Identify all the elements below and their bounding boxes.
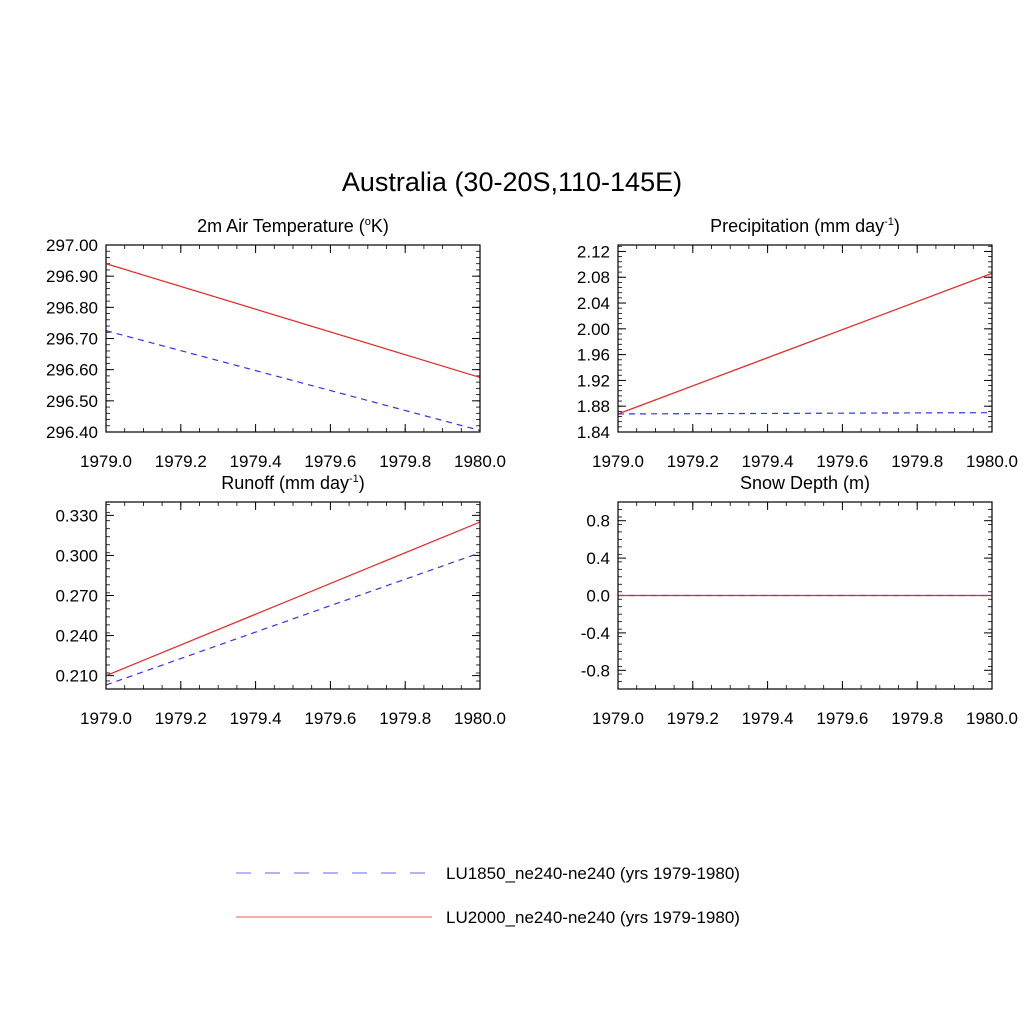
figure-title: Australia (30-20S,110-145E) — [342, 167, 682, 197]
x-tick-label: 1979.6 — [816, 709, 868, 728]
panel-1: 2m Air Temperature (oK) 297.00 296.90 296.8… — [46, 216, 506, 471]
panel-title-superscript: o — [365, 216, 371, 228]
panel-title: 2m Air Temperature (oK) — [197, 216, 389, 236]
series-line-lu1850-ne240-ne240-yrs-1979-1980 — [618, 412, 992, 415]
x-tick-label: 1979.6 — [304, 452, 356, 471]
x-tick-label: 1979.2 — [667, 452, 719, 471]
x-tick-label: 1980.0 — [966, 452, 1018, 471]
y-tick-label: 2.08 — [577, 268, 610, 287]
plot-frame — [617, 501, 993, 690]
y-tick-label: 0.8 — [586, 512, 610, 531]
panel-title-end: ) — [359, 473, 365, 493]
y-tick-label: 0.300 — [55, 546, 98, 565]
x-tick-label: 1979.8 — [891, 452, 943, 471]
x-tick-label: 1979.2 — [155, 709, 207, 728]
plot-frame — [105, 501, 481, 690]
panel-title-end: ) — [894, 216, 900, 236]
panel-title: Runoff (mm day-1) — [221, 473, 365, 493]
y-tick-label: 296.90 — [46, 267, 98, 286]
x-tick-label: 1979.0 — [80, 709, 132, 728]
series-line-lu1850-ne240-ne240-yrs-1979-1980 — [106, 552, 480, 686]
panel-2: Precipitation (mm day-1) 2.12 2.08 2.04 2.00… — [577, 216, 1018, 471]
x-tick-label: 1979.4 — [742, 709, 794, 728]
x-tick-label: 1979.2 — [155, 452, 207, 471]
panel-title-main: Snow Depth (m) — [740, 473, 870, 493]
y-tick-label: 296.40 — [46, 423, 98, 442]
plot-frame — [617, 244, 993, 433]
x-tick-label: 1979.4 — [230, 452, 282, 471]
panel-title-superscript: -1 — [349, 473, 359, 485]
y-tick-label: 2.12 — [577, 242, 610, 261]
y-tick-label: 1.84 — [577, 423, 610, 442]
x-tick-label: 1979.0 — [80, 452, 132, 471]
y-tick-label: 0.330 — [55, 506, 98, 525]
x-tick-label: 1979.8 — [379, 709, 431, 728]
x-tick-label: 1979.0 — [592, 709, 644, 728]
panel-3: Runoff (mm day-1) 0.330 0.300 0.270 0.240 0.2… — [55, 473, 506, 728]
x-tick-label: 1979.2 — [667, 709, 719, 728]
y-tick-label: 0.4 — [586, 549, 610, 568]
legend-label-lu2000: LU2000_ne240-ne240 (yrs 1979-1980) — [446, 908, 740, 927]
y-tick-label: 2.00 — [577, 320, 610, 339]
y-tick-label: 296.50 — [46, 392, 98, 411]
panel-title-end: K) — [371, 216, 389, 236]
y-tick-label: -0.8 — [581, 661, 610, 680]
series-line-lu2000-ne240-ne240-yrs-1979-1980 — [106, 521, 480, 677]
y-tick-label: 0.270 — [55, 587, 98, 606]
x-tick-label: 1980.0 — [454, 709, 506, 728]
x-tick-label: 1980.0 — [454, 452, 506, 471]
x-tick-label: 1979.8 — [891, 709, 943, 728]
panel-title-main: Runoff (mm day — [221, 473, 349, 493]
series-line-lu2000-ne240-ne240-yrs-1979-1980 — [106, 263, 480, 379]
series-line-lu1850-ne240-ne240-yrs-1979-1980 — [106, 330, 480, 432]
y-tick-label: 296.70 — [46, 330, 98, 349]
y-tick-label: 1.92 — [577, 371, 610, 390]
x-tick-label: 1979.8 — [379, 452, 431, 471]
panel-title: Snow Depth (m) — [740, 473, 870, 493]
series-line-lu2000-ne240-ne240-yrs-1979-1980 — [618, 272, 992, 415]
panel-title-main: Precipitation (mm day — [710, 216, 884, 236]
y-tick-label: 296.60 — [46, 361, 98, 380]
x-tick-label: 1979.6 — [816, 452, 868, 471]
y-tick-label: 297.00 — [46, 236, 98, 255]
x-tick-label: 1979.4 — [230, 709, 282, 728]
panels: 2m Air Temperature (oK) 297.00 296.90 296.8… — [46, 216, 1018, 728]
y-tick-label: 296.80 — [46, 298, 98, 317]
y-tick-label: 1.88 — [577, 397, 610, 416]
legend: LU1850_ne240-ne240 (yrs 1979-1980) LU200… — [236, 864, 740, 927]
x-tick-label: 1979.0 — [592, 452, 644, 471]
x-tick-label: 1979.4 — [742, 452, 794, 471]
panel-4: Snow Depth (m) 0.8 0.4 0.0 -0.4 -0.8 1979.0 197… — [581, 473, 1018, 728]
y-tick-label: 2.04 — [577, 294, 610, 313]
y-tick-label: 1.96 — [577, 346, 610, 365]
panel-title-main: 2m Air Temperature ( — [197, 216, 365, 236]
y-tick-label: 0.210 — [55, 667, 98, 686]
y-tick-label: -0.4 — [581, 624, 610, 643]
y-tick-label: 0.0 — [586, 587, 610, 606]
plot-frame — [105, 244, 481, 433]
panel-title-superscript: -1 — [884, 216, 894, 228]
panel-title: Precipitation (mm day-1) — [710, 216, 900, 236]
y-tick-label: 0.240 — [55, 627, 98, 646]
legend-label-lu1850: LU1850_ne240-ne240 (yrs 1979-1980) — [446, 864, 740, 883]
x-tick-label: 1980.0 — [966, 709, 1018, 728]
x-tick-label: 1979.6 — [304, 709, 356, 728]
